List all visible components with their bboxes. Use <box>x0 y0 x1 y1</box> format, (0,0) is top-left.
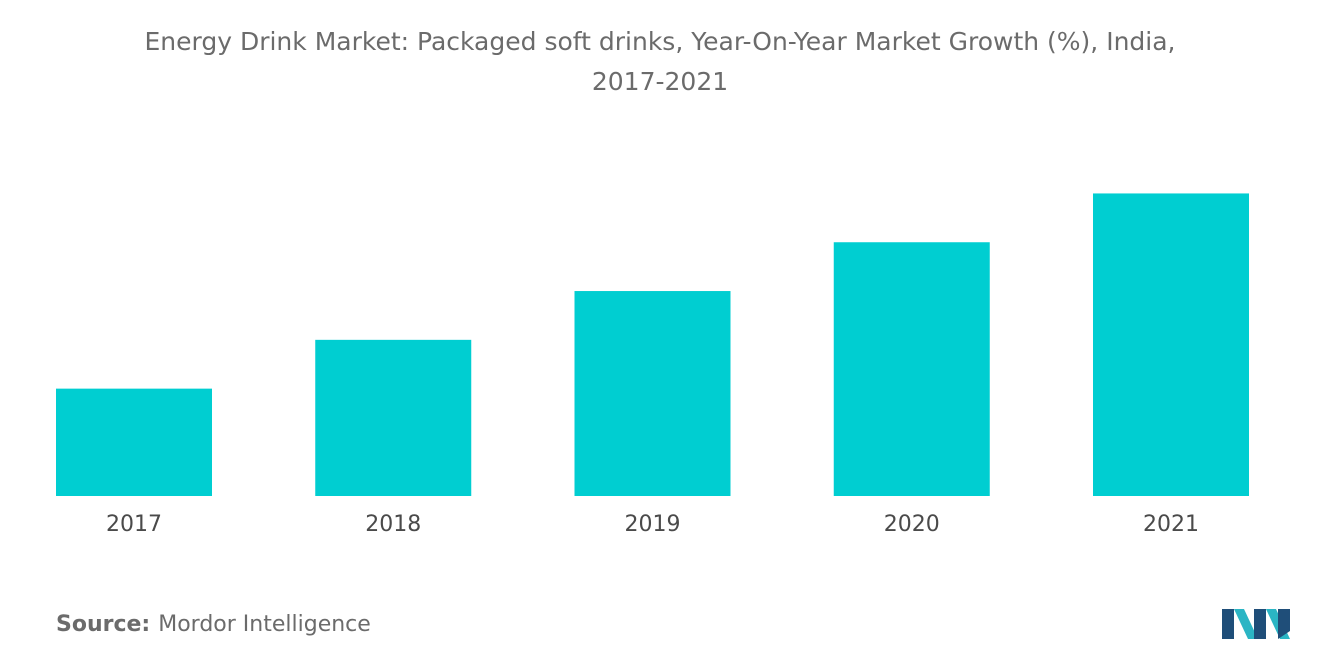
x-tick-label-2017: 2017 <box>106 512 162 537</box>
bar-2018 <box>315 339 472 496</box>
mordor-logo-icon <box>1222 609 1290 639</box>
chart-title-line-2: 2017-2021 <box>591 67 729 96</box>
x-tick-label-2019: 2019 <box>625 512 681 537</box>
logo-shape-3 <box>1254 609 1266 639</box>
x-tick-label-2020: 2020 <box>884 512 940 537</box>
x-tick-label-2018: 2018 <box>365 512 421 537</box>
logo-shape-5 <box>1278 609 1290 639</box>
bar-2021 <box>1093 193 1249 496</box>
logo-shape-2 <box>1234 609 1258 639</box>
chart-title: Energy Drink Market: Packaged soft drink… <box>0 22 1320 102</box>
x-tick-label-2021: 2021 <box>1143 512 1199 537</box>
bar-2019 <box>574 291 731 496</box>
bar-2017 <box>56 388 212 496</box>
source-label: Source: <box>56 612 151 637</box>
source-text: Mordor Intelligence <box>158 612 371 637</box>
source-note: Source: Mordor Intelligence <box>56 612 371 637</box>
chart-title-line-1: Energy Drink Market: Packaged soft drink… <box>144 27 1176 56</box>
logo-shape-1 <box>1222 609 1234 639</box>
bar-2020 <box>833 242 990 496</box>
